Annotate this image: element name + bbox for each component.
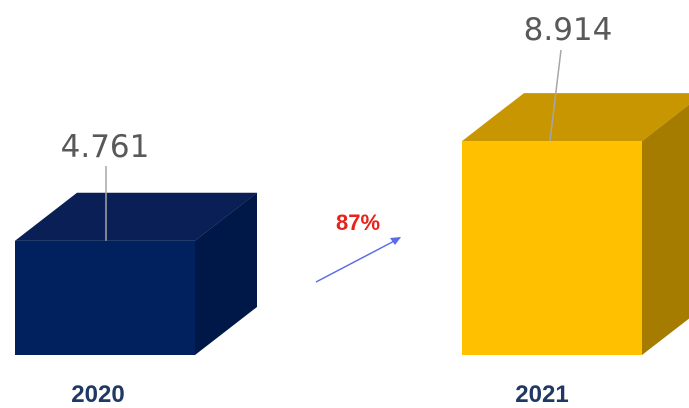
bar-2021 [462,141,642,355]
growth-arrow-head [390,237,401,245]
bar-2020 [15,240,195,355]
bars-group [15,49,689,355]
bar-top-2020 [15,192,257,241]
leader-line-2021 [549,49,562,142]
bar-top-2021 [462,93,689,142]
category-label-2021: 2021 [515,381,568,408]
category-label-2020: 2020 [71,381,124,408]
bar-side-2021 [642,104,689,355]
growth-label: 87% [336,210,380,235]
value-label-2021: 8.914 [524,12,613,48]
growth-arrow [315,237,401,283]
value-label-2020: 4.761 [61,129,150,165]
bar-side-2020 [195,192,257,355]
